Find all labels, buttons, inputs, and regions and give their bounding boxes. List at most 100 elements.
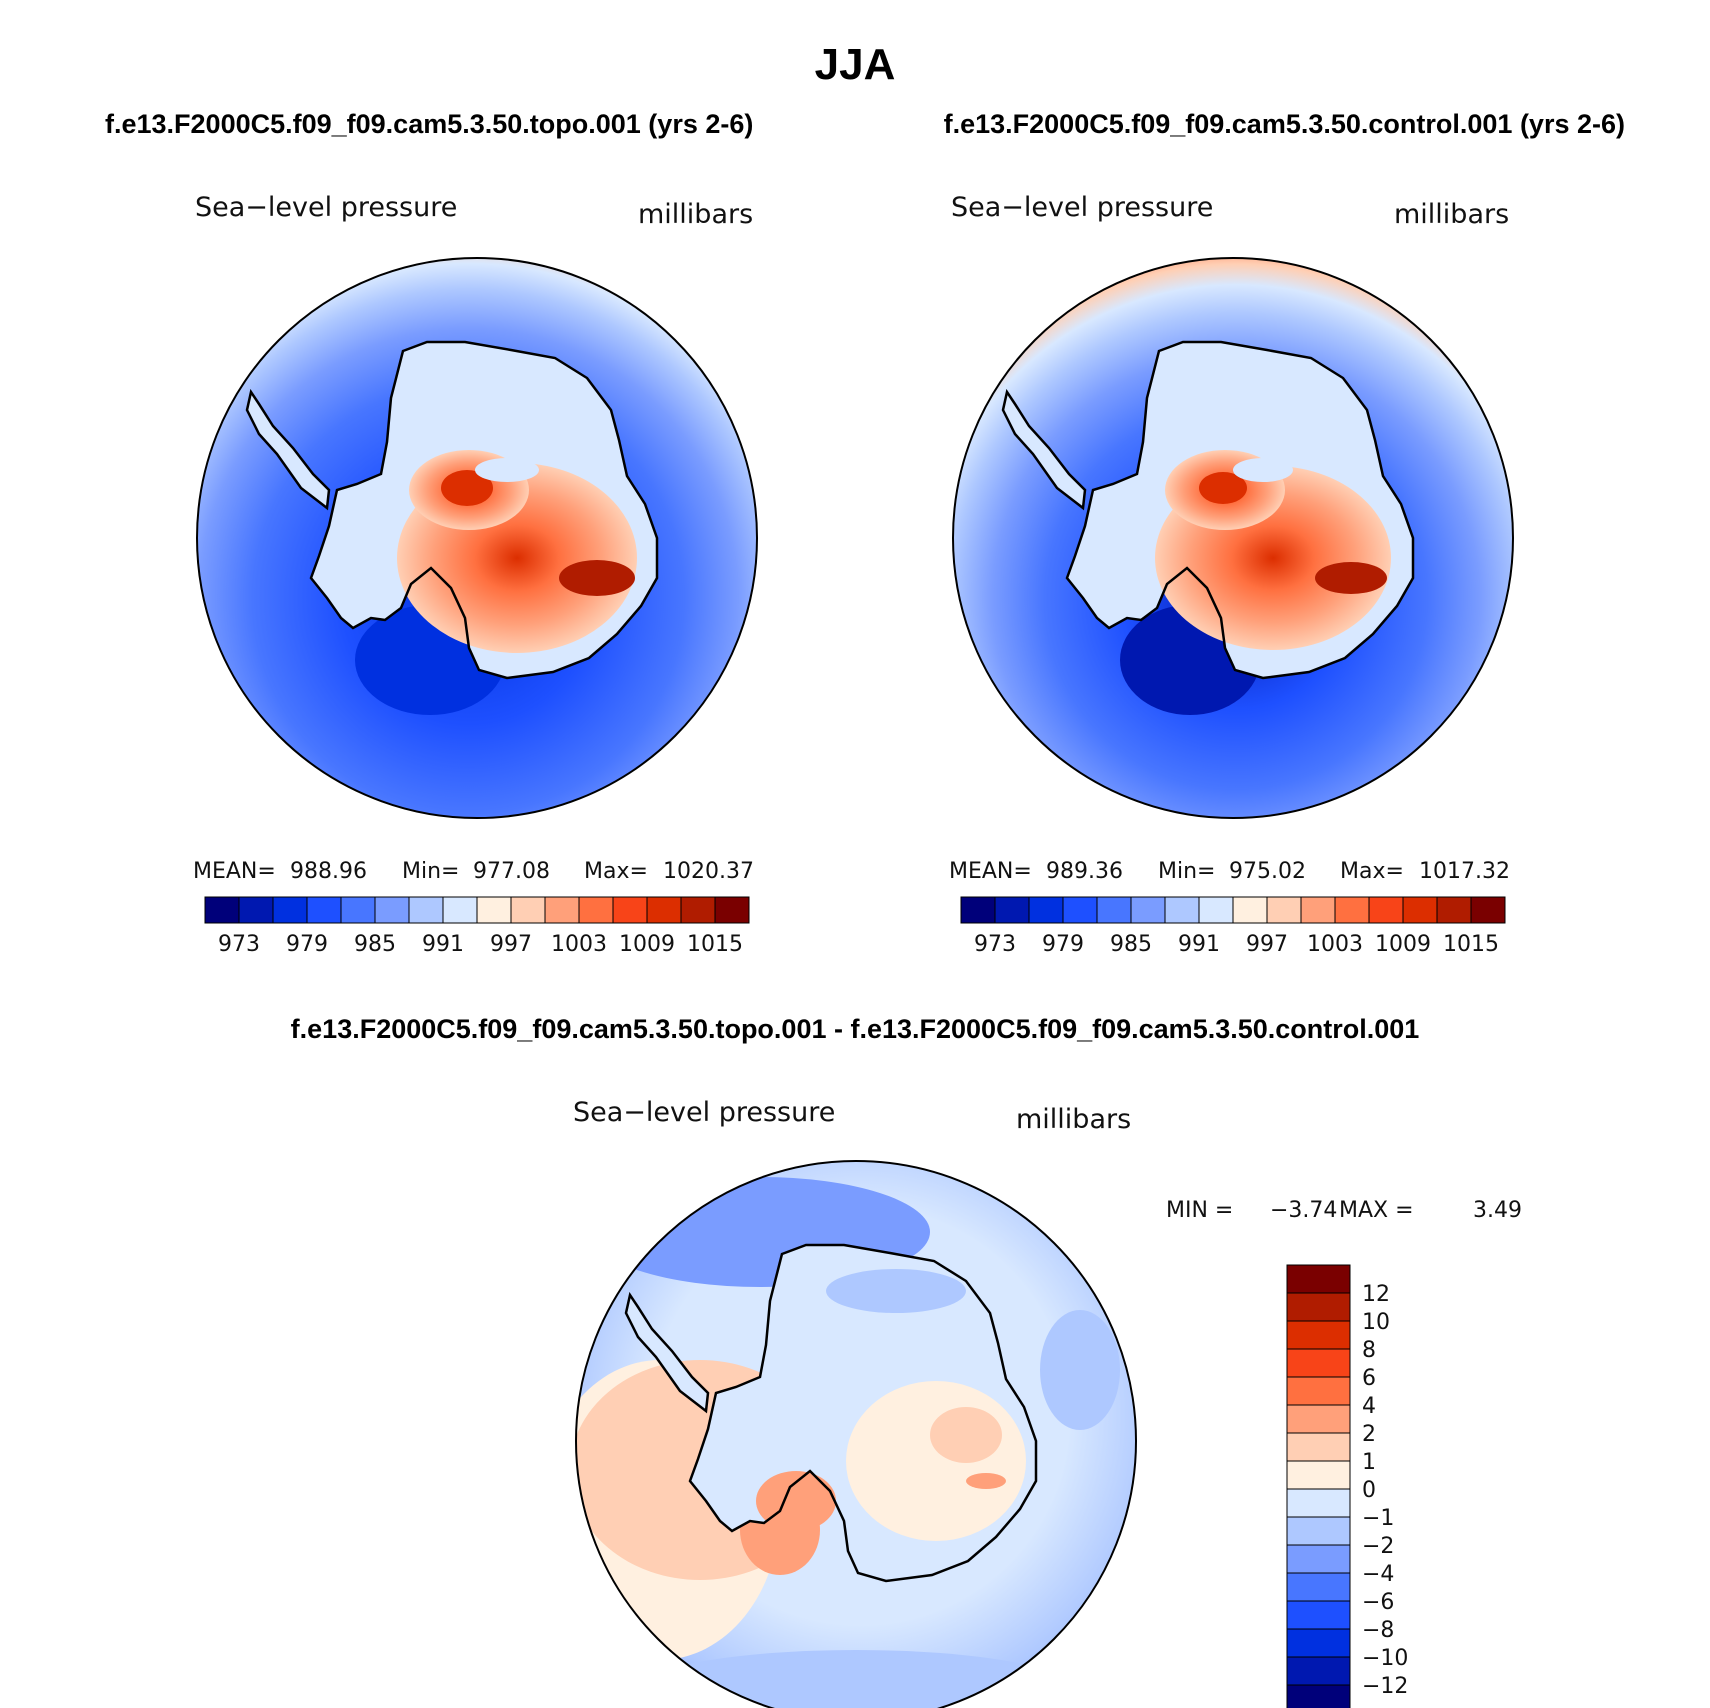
colorbar-tick-label: 1003 [1307,932,1363,957]
colorbar-tick-label: 985 [354,932,396,957]
mean-label-control: MEAN= [949,859,1032,884]
colorbar-swatch [1286,1572,1351,1602]
figure-title: JJA [815,40,896,89]
map-control [953,258,1513,818]
units-label-control: millibars [1394,199,1509,230]
colorbar-control: 973 979 985 991 997 1003 1009 1015 [960,896,1506,957]
colorbar-swatch [408,896,444,924]
variable-label-topo: Sea−level pressure [195,192,457,223]
colorbar-swatch [272,896,308,924]
variable-label-difference: Sea−level pressure [573,1097,835,1128]
colorbar-swatch [1286,1264,1351,1294]
colorbar-swatch [1286,1628,1351,1658]
colorbar-swatch [1130,896,1166,924]
colorbar-tick-label: 985 [1110,932,1152,957]
colorbar-swatch [1286,1544,1351,1574]
colorbar-swatch [1368,896,1404,924]
colorbar-tick-label: 0 [1362,1478,1376,1503]
colorbar-swatch [1286,1460,1351,1490]
colorbar-swatch [1300,896,1336,924]
colorbar-swatch [612,896,648,924]
map-border-control [952,257,1514,819]
colorbar-tick-label: 12 [1362,1282,1390,1307]
colorbar-tick-label: −2 [1362,1534,1394,1559]
colorbar-tick-label: 979 [1042,932,1084,957]
mean-label-topo: MEAN= [193,859,276,884]
min-value-control: 975.02 [1229,859,1306,884]
colorbar-swatch [1402,896,1438,924]
units-label-topo: millibars [638,199,753,230]
panel-topo: Sea−level pressure millibars MEAN= 988.9… [193,192,758,957]
colorbar-tick-label: 979 [286,932,328,957]
colorbar-swatch [1286,1292,1351,1322]
colorbar-swatch [960,896,996,924]
colorbar-tick-label: 1 [1362,1450,1376,1475]
heading-control: f.e13.F2000C5.f09_f09.cam5.3.50.control.… [944,109,1625,139]
max-value-control: 1017.32 [1419,859,1510,884]
colorbar-tick-label: 1009 [1375,932,1431,957]
max-label-difference: MAX = [1339,1198,1414,1223]
colorbar-swatch [442,896,478,924]
colorbar-swatch [1164,896,1200,924]
map-border-difference [575,1160,1137,1708]
colorbar-swatch [578,896,614,924]
colorbar-tick-label: 991 [1178,932,1220,957]
colorbar-swatch [204,896,240,924]
min-value-difference: −3.74 [1270,1198,1337,1223]
heading-difference: f.e13.F2000C5.f09_f09.cam5.3.50.topo.001… [291,1014,1420,1044]
colorbar-swatch [646,896,682,924]
min-label-difference: MIN = [1166,1198,1233,1223]
colorbar-tick-label: −10 [1362,1646,1408,1671]
colorbar-swatch [340,896,376,924]
colorbar-tick-label: 10 [1362,1310,1390,1335]
variable-label-control: Sea−level pressure [951,192,1213,223]
max-label-topo: Max= [584,859,648,884]
colorbar-swatch [544,896,580,924]
colorbar-tick-label: 1015 [1443,932,1499,957]
units-label-difference: millibars [1016,1104,1131,1135]
map-topo [197,258,757,818]
colorbar-tick-label: −4 [1362,1562,1394,1587]
colorbar-swatch [1232,896,1268,924]
colorbar-swatch [994,896,1030,924]
colorbar-swatch [1286,1684,1351,1708]
colorbar-tick-label: −8 [1362,1618,1394,1643]
colorbar-tick-label: 991 [422,932,464,957]
colorbar-swatch [1286,1656,1351,1686]
colorbar-swatch [1198,896,1234,924]
colorbar-tick-label: 8 [1362,1338,1376,1363]
colorbar-topo: 973 979 985 991 997 1003 1009 1015 [204,896,750,957]
colorbar-swatch [1286,1404,1351,1434]
min-label-control: Min= [1158,859,1215,884]
colorbar-swatch [476,896,512,924]
colorbar-swatch [374,896,410,924]
max-label-control: Max= [1340,859,1404,884]
min-label-topo: Min= [402,859,459,884]
colorbar-swatch [1470,896,1506,924]
colorbar-swatch [1286,1320,1351,1350]
colorbar-swatch [1286,1432,1351,1462]
colorbar-tick-label: −6 [1362,1590,1394,1615]
colorbar-swatch [306,896,342,924]
colorbar-swatch [1286,1348,1351,1378]
colorbar-tick-label: 973 [218,932,260,957]
colorbar-swatch [1286,1376,1351,1406]
colorbar-swatch [510,896,546,924]
max-value-difference: 3.49 [1473,1198,1522,1223]
colorbar-tick-label: −12 [1362,1674,1408,1699]
colorbar-tick-label: 997 [1246,932,1288,957]
colorbar-swatch [1286,1516,1351,1546]
colorbar-swatch [1266,896,1302,924]
colorbar-swatch [1286,1488,1351,1518]
colorbar-swatch [680,896,716,924]
colorbar-swatch [1096,896,1132,924]
map-border-topo [196,257,758,819]
mean-value-topo: 988.96 [290,859,367,884]
map-difference [576,1161,1136,1708]
colorbar-swatch [1028,896,1064,924]
colorbar-swatch [714,896,750,924]
colorbar-swatch [1062,896,1098,924]
colorbar-swatch [238,896,274,924]
panel-control: Sea−level pressure millibars MEAN= 989.3… [949,192,1514,957]
